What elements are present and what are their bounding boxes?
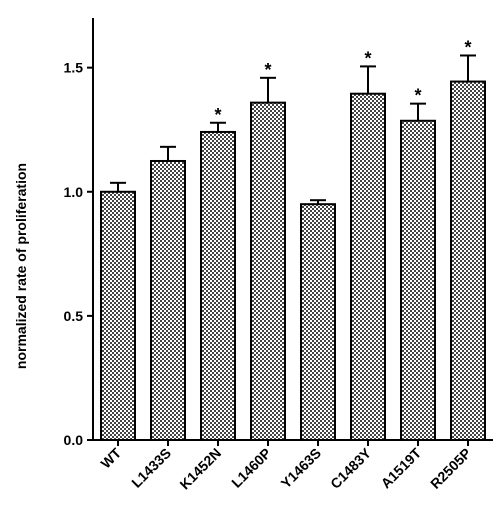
bar — [450, 80, 486, 441]
x-tick-label: R2505P — [427, 445, 474, 492]
significance-marker: * — [214, 105, 221, 125]
x-tick-label: WT — [97, 444, 124, 471]
y-tick-label: 0.5 — [64, 308, 84, 324]
error-bar — [110, 181, 126, 192]
x-tick-label: L1433S — [128, 445, 174, 491]
error-bar — [260, 76, 276, 103]
bar — [100, 190, 136, 441]
error-bar — [410, 102, 426, 121]
error-bar — [160, 145, 176, 161]
error-bar — [460, 54, 476, 82]
error-bar — [310, 199, 326, 205]
x-tick-label: K1452N — [176, 445, 224, 493]
bar — [200, 130, 236, 441]
y-axis-label: normalized rate of proliferation — [13, 163, 29, 369]
significance-marker: * — [264, 60, 271, 80]
error-bar — [360, 65, 376, 94]
x-tick-label: C1483Y — [327, 444, 375, 492]
y-tick-label: 1.5 — [64, 60, 84, 76]
y-tick-label: 1.0 — [64, 184, 84, 200]
error-bar — [210, 121, 226, 132]
bar — [400, 119, 436, 441]
x-tick-label: A1519T — [378, 444, 425, 491]
x-tick-label: Y1463S — [278, 445, 325, 492]
significance-marker: * — [464, 37, 471, 57]
y-tick-label: 0.0 — [64, 432, 84, 448]
x-tick-label: L1460P — [228, 445, 274, 491]
bar — [300, 203, 336, 441]
bar — [350, 92, 386, 441]
significance-marker: * — [414, 86, 421, 106]
significance-marker: * — [364, 48, 371, 68]
bar — [150, 159, 186, 442]
bar — [250, 101, 286, 442]
